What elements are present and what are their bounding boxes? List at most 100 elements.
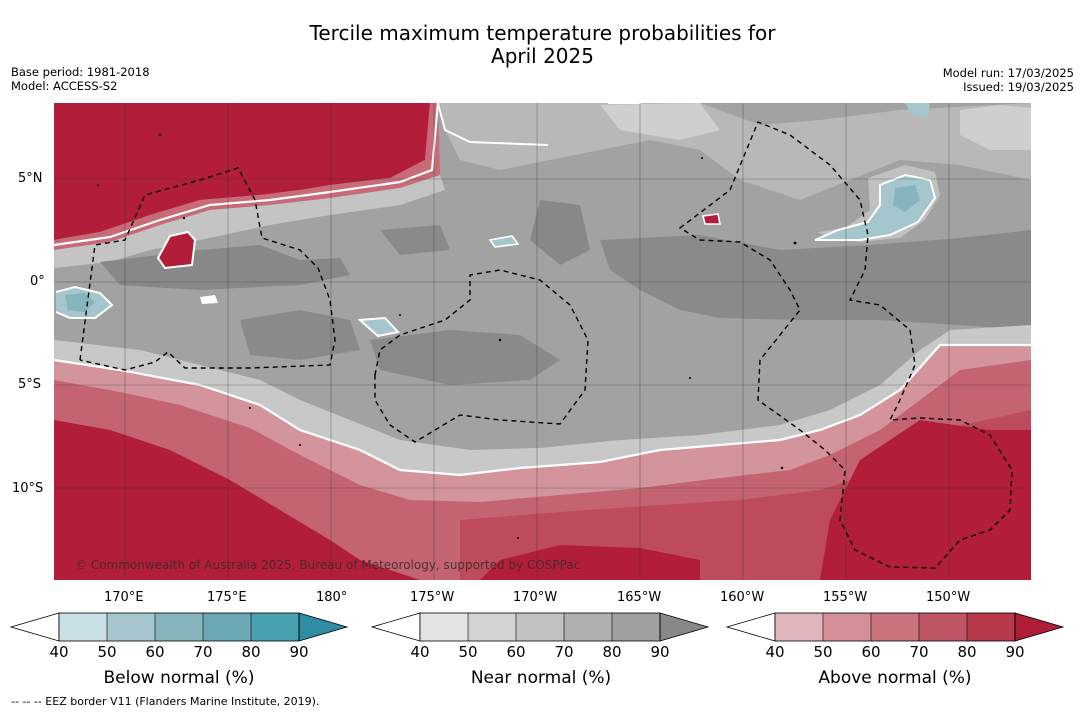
cb-below-segment (251, 613, 299, 641)
near-normal-light (54, 175, 445, 268)
cb-below-segment (155, 613, 203, 641)
near-normal-label: Near normal (%) (470, 668, 612, 688)
above-normal-area (820, 420, 1031, 580)
near-normal-dark (370, 330, 560, 385)
title-line-2: April 2025 (491, 44, 594, 68)
small-patch (200, 295, 218, 304)
lon-tick: 160°W (720, 590, 765, 605)
eez-tokelau (374, 269, 589, 443)
base-period-info: Base period: 1981-2018 Model: ACCESS-S2 (11, 65, 150, 93)
cb-near-tick: 80 (602, 643, 622, 661)
cb-below-min-extension (9, 612, 60, 642)
cb-below-segment (59, 613, 107, 641)
model-run-info: Model run: 17/03/2025 Issued: 19/03/2025 (943, 66, 1074, 94)
cb-above-tick: 70 (909, 643, 929, 661)
threshold-contour (437, 103, 549, 146)
eez-borders (79, 121, 1013, 569)
cb-above-tick: 40 (765, 643, 785, 661)
cb-above-segment (919, 613, 967, 641)
cb-near-segment (420, 613, 468, 641)
above-normal-label: Above normal (%) (818, 668, 972, 688)
above-normal-edge (54, 103, 440, 250)
lon-tick: 175°W (410, 590, 455, 605)
threshold-contour (54, 343, 1031, 477)
cb-above-tick: 90 (1005, 643, 1025, 661)
cb-above-segment (967, 613, 1015, 641)
model-run-text: Model run: 17/03/2025 (942, 66, 1074, 80)
cb-above-min-extension (725, 612, 776, 642)
cb-near-max-extension (659, 612, 710, 642)
cb-near-segment (564, 613, 612, 641)
above-normal-area (54, 420, 420, 580)
lon-tick: 180° (316, 590, 348, 605)
model-text: Model: ACCESS-S2 (11, 79, 118, 93)
cb-below-tick: 90 (289, 643, 309, 661)
above-normal-spot (158, 232, 195, 268)
colorbars (9, 612, 1065, 642)
cb-below-segment (203, 613, 251, 641)
map-title: Tercile maximum temperature probabilitie… (0, 22, 1085, 68)
above-normal-area (480, 545, 700, 580)
lat-tick: 0° (30, 274, 45, 289)
cb-near-tick: 60 (506, 643, 526, 661)
lon-tick: 170°E (104, 590, 144, 605)
below-normal-area (357, 316, 400, 338)
lon-tick: 155°W (823, 590, 868, 605)
cb-near-min-extension (370, 612, 421, 642)
eez-tuvalu (79, 167, 336, 371)
map-field (54, 103, 1031, 580)
threshold-contour (156, 230, 197, 270)
cb-above-tick: 60 (861, 643, 881, 661)
cb-near-tick: 40 (410, 643, 430, 661)
lon-tick: 175°E (207, 590, 247, 605)
cb-above-max-extension (1014, 612, 1065, 642)
near-normal-lighter (960, 105, 1031, 150)
below-normal-area (488, 235, 520, 248)
cb-above-segment (823, 613, 871, 641)
issued-text: Issued: 19/03/2025 (963, 80, 1074, 94)
cb-near-tick: 50 (458, 643, 478, 661)
cb-near-tick: 70 (554, 643, 574, 661)
threshold-contour (608, 103, 642, 104)
near-normal-dark (240, 310, 360, 360)
near-normal-dark (380, 225, 450, 255)
cb-below-segment (107, 613, 155, 641)
cb-below-tick: 60 (145, 643, 165, 661)
cb-near-segment (612, 613, 660, 641)
below-normal-area (905, 103, 930, 118)
lat-tick: 5°N (18, 171, 43, 186)
islands (97, 133, 797, 539)
copyright-notice: © Commonwealth of Australia 2025, Bureau… (75, 558, 581, 572)
cb-near-segment (468, 613, 516, 641)
lon-tick: 170°W (513, 590, 558, 605)
lat-tick: 10°S (12, 481, 44, 496)
cb-near-segment (516, 613, 564, 641)
cb-below-tick: 40 (49, 643, 69, 661)
lon-tick: 150°W (926, 590, 971, 605)
threshold-contour (55, 285, 114, 319)
below-normal-area (893, 185, 920, 212)
lat-tick: 5°S (18, 377, 42, 392)
near-normal-dark (530, 200, 590, 265)
cb-below-max-extension (298, 612, 349, 642)
near-normal-light (440, 103, 1031, 200)
lon-tick: 165°W (617, 590, 662, 605)
near-normal-dark (600, 230, 1031, 330)
near-normal-lighter (600, 103, 720, 140)
eez-legend-note: -- -- -- EEZ border V11 (Flanders Marine… (11, 695, 320, 708)
cb-near-tick: 90 (650, 643, 670, 661)
cb-above-tick: 80 (957, 643, 977, 661)
cb-below-tick: 70 (193, 643, 213, 661)
above-normal-area (54, 103, 430, 240)
cb-above-segment (775, 613, 823, 641)
title-line-1: Tercile maximum temperature probabilitie… (309, 21, 776, 45)
threshold-contour (54, 103, 440, 247)
cb-below-tick: 50 (97, 643, 117, 661)
cb-above-tick: 50 (813, 643, 833, 661)
cb-above-segment (871, 613, 919, 641)
below-normal-area (65, 293, 95, 312)
above-normal-spot (702, 213, 721, 225)
cb-below-tick: 80 (241, 643, 261, 661)
graticule (54, 103, 1031, 580)
